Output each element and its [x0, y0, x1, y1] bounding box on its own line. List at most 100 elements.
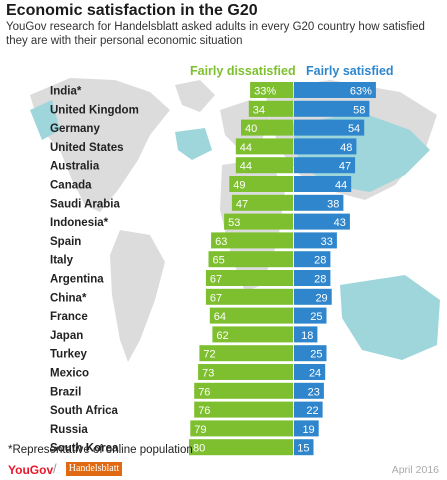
value-label-dissatisfied: 65 [213, 255, 225, 267]
bar-dissatisfied [205, 270, 293, 286]
bar-satisfied [294, 420, 319, 437]
bar-dissatisfied [194, 382, 293, 399]
bar-dissatisfied [248, 100, 293, 117]
country-label: Spain [50, 236, 81, 248]
value-label-dissatisfied: 62 [216, 330, 228, 342]
value-label-dissatisfied: 76 [198, 386, 210, 398]
date-label: April 2016 [391, 464, 439, 476]
bar-satisfied [294, 270, 331, 286]
value-label-satisfied: 44 [335, 180, 347, 192]
bar-satisfied [294, 345, 327, 362]
value-label-dissatisfied: 47 [236, 198, 248, 210]
value-label-dissatisfied: 80 [193, 443, 205, 455]
value-label-satisfied: 22 [306, 405, 318, 417]
country-label: United Kingdom [50, 104, 139, 116]
value-label-dissatisfied: 76 [198, 405, 210, 417]
country-label: France [50, 311, 88, 323]
bar-satisfied [294, 382, 324, 399]
bar-satisfied [294, 100, 370, 117]
bar-satisfied [294, 288, 332, 305]
bar-satisfied [294, 138, 357, 155]
footnote: *Representative of online population [8, 444, 193, 456]
logo-separator: / [53, 461, 57, 476]
value-label-satisfied: 33 [321, 236, 333, 248]
bar-dissatisfied [250, 82, 293, 98]
bar-satisfied [294, 326, 318, 343]
value-label-satisfied: 58 [353, 104, 365, 116]
country-label: Mexico [50, 368, 89, 380]
bar-dissatisfied [235, 157, 293, 174]
value-label-dissatisfied: 44 [240, 161, 252, 173]
country-label: Indonesia* [50, 217, 109, 229]
value-label-dissatisfied: 40 [245, 123, 257, 135]
value-label-dissatisfied: 79 [194, 424, 206, 436]
country-label: Japan [50, 330, 83, 342]
value-label-satisfied: 63% [350, 86, 372, 98]
country-label: Italy [50, 255, 74, 267]
country-label: Turkey [50, 349, 87, 361]
bar-dissatisfied [231, 194, 293, 211]
bar-satisfied [294, 119, 365, 136]
value-label-dissatisfied: 33% [254, 86, 276, 98]
value-label-dissatisfied: 34 [253, 104, 265, 116]
value-label-dissatisfied: 49 [233, 180, 245, 192]
country-label: India* [50, 86, 82, 98]
value-label-satisfied: 29 [315, 292, 327, 304]
value-label-dissatisfied: 63 [215, 236, 227, 248]
bar-satisfied [294, 176, 352, 192]
yougov-logo: YouGov [8, 463, 54, 477]
value-label-satisfied: 23 [308, 386, 320, 398]
bar-satisfied [294, 82, 376, 98]
bar-satisfied [294, 401, 323, 418]
country-label: Australia [50, 161, 100, 173]
bar-dissatisfied [224, 213, 293, 230]
country-label: Germany [50, 123, 100, 135]
country-label: Russia [50, 424, 88, 436]
value-label-dissatisfied: 67 [210, 292, 222, 304]
legend-satisfied: Fairly satisfied [306, 64, 394, 78]
bar-dissatisfied [199, 345, 293, 362]
value-label-satisfied: 43 [334, 217, 346, 229]
bar-dissatisfied [198, 364, 293, 380]
bar-satisfied [294, 194, 344, 211]
bar-satisfied [294, 232, 337, 249]
bar-dissatisfied [205, 288, 293, 305]
country-label: Argentina [50, 274, 104, 286]
bar-dissatisfied [212, 326, 293, 343]
value-label-satisfied: 48 [340, 142, 352, 154]
value-label-satisfied: 25 [310, 349, 322, 361]
country-label: South Korea [50, 443, 119, 455]
value-label-dissatisfied: 72 [203, 349, 215, 361]
bar-satisfied [294, 364, 326, 380]
value-label-satisfied: 47 [339, 161, 351, 173]
bar-satisfied [294, 307, 327, 324]
bar-dissatisfied [194, 401, 293, 418]
value-label-satisfied: 28 [314, 274, 326, 286]
bar-dissatisfied [241, 119, 293, 136]
bar-dissatisfied [229, 176, 293, 192]
value-label-dissatisfied: 64 [214, 311, 226, 323]
value-label-satisfied: 38 [327, 198, 339, 210]
handelsblatt-logo: Handelsblatt [66, 462, 122, 476]
bar-dissatisfied [189, 439, 293, 456]
country-label: United States [50, 142, 124, 154]
value-label-satisfied: 15 [297, 443, 309, 455]
bar-dissatisfied [209, 307, 293, 324]
bar-satisfied [294, 439, 314, 456]
bar-satisfied [294, 213, 350, 230]
chart-title: Economic satisfaction in the G20 [6, 2, 258, 19]
bar-dissatisfied [235, 138, 293, 155]
bar-dissatisfied [211, 232, 293, 249]
value-label-dissatisfied: 67 [210, 274, 222, 286]
value-label-satisfied: 28 [314, 255, 326, 267]
bar-dissatisfied [208, 251, 293, 268]
value-label-satisfied: 25 [310, 311, 322, 323]
chart-subtitle: YouGov research for Handelsblatt asked a… [6, 21, 425, 47]
country-label: China* [50, 292, 87, 304]
value-label-dissatisfied: 73 [202, 368, 214, 380]
value-label-satisfied: 54 [348, 123, 360, 135]
country-label: Canada [50, 180, 92, 192]
bar-satisfied [294, 251, 331, 268]
value-label-satisfied: 24 [309, 368, 321, 380]
